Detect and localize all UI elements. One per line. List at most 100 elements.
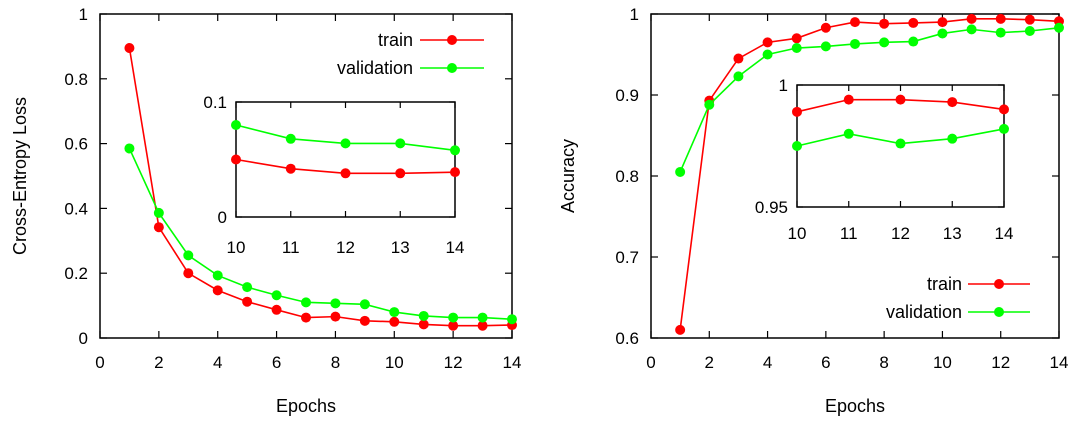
inset-chart: 10 11 12 13 14 0.95 1 [755, 76, 1014, 243]
inset-x-tick-label: 11 [840, 224, 858, 243]
data-point-train [389, 316, 400, 327]
x-tick-label: 12 [444, 353, 463, 372]
legend-label-train: train [927, 274, 962, 294]
inset-x-tick-label: 14 [995, 224, 1014, 243]
data-point-train [675, 324, 686, 335]
inset-data-point-validation [450, 145, 460, 156]
data-point-validation [995, 27, 1006, 38]
data-point-validation [183, 250, 194, 261]
data-point-validation [675, 166, 686, 177]
x-tick-label: 4 [213, 353, 222, 372]
plot-frame [99, 13, 513, 339]
x-tick-label: 2 [705, 353, 714, 372]
inset-x-tick-label: 12 [336, 238, 355, 257]
x-tick-label: 10 [385, 353, 404, 372]
inset-data-point-train [895, 94, 906, 105]
data-point-train [359, 315, 370, 326]
x-tick-label: 12 [991, 353, 1010, 372]
y-axis-title: Accuracy [558, 139, 578, 213]
data-point-validation [937, 28, 948, 39]
data-point-validation [212, 270, 223, 281]
inset-y-tick-label: 0.1 [203, 93, 227, 112]
legend-marker-train [447, 35, 457, 45]
inset-data-point-train [947, 97, 958, 108]
data-point-validation [418, 310, 429, 321]
data-point-train [301, 312, 311, 323]
inset-x-tick-label: 13 [943, 224, 962, 243]
inset-y-tick-label: 0.95 [755, 198, 788, 217]
data-point-train [183, 268, 194, 279]
y-tick-label: 0.6 [615, 329, 639, 348]
inset-frame [235, 101, 456, 218]
data-point-validation [389, 307, 400, 318]
data-point-validation [879, 37, 890, 48]
inset-data-point-validation [231, 120, 241, 130]
data-point-validation [966, 24, 977, 35]
chart-panel-0: 0 2 4 6 8 10 12 14 0 0.2 0.4 0.6 0.8 1 Epochs Cross-Ent… [10, 5, 521, 416]
data-point-train [330, 311, 341, 322]
x-tick-label: 6 [272, 353, 281, 372]
inset-data-point-train [450, 167, 460, 178]
legend-label-validation: validation [886, 302, 962, 322]
data-point-train [124, 43, 135, 54]
inset-data-point-validation [285, 133, 296, 144]
data-point-train [477, 320, 488, 331]
inset-data-point-train [999, 104, 1009, 115]
data-point-train [153, 222, 164, 233]
data-point-validation [153, 207, 164, 218]
data-point-validation [477, 312, 488, 323]
inset-data-point-train [340, 168, 351, 179]
y-tick-label: 1 [79, 5, 88, 24]
data-point-train [966, 13, 977, 24]
inset-data-point-train [792, 106, 802, 117]
data-point-validation [124, 143, 135, 154]
inset-data-point-validation [395, 138, 406, 149]
legend-label-validation: validation [337, 58, 413, 78]
data-point-train [850, 17, 860, 28]
inset-chart: 10 11 12 13 14 0 0.1 [203, 93, 464, 257]
data-point-validation [850, 38, 860, 49]
data-point-train [995, 13, 1006, 24]
legend-marker-train [994, 279, 1004, 289]
data-point-validation [448, 312, 459, 323]
x-tick-label: 14 [1050, 353, 1069, 372]
y-tick-label: 0.6 [64, 135, 88, 154]
y-tick-label: 0.9 [615, 86, 639, 105]
x-tick-label: 6 [821, 353, 830, 372]
data-point-train [937, 17, 948, 28]
inset-data-point-train [285, 163, 296, 174]
chart-panel-1: 0 2 4 6 8 10 12 140.60.70.80.91EpochsAccuracy10… [558, 5, 1068, 416]
data-point-train [418, 319, 429, 330]
y-tick-label: 0 [79, 329, 88, 348]
data-point-train [791, 33, 802, 44]
y-axis-title: Cross-Entropy Loss [10, 97, 30, 255]
legend-label-train: train [378, 30, 413, 50]
data-point-validation [507, 314, 517, 325]
data-point-validation [762, 49, 773, 60]
data-point-validation [1024, 26, 1035, 37]
data-point-validation [1054, 22, 1064, 33]
inset-y-tick-label: 0 [218, 208, 227, 227]
data-point-validation [820, 41, 831, 52]
y-tick-label: 0.2 [64, 264, 88, 283]
inset-data-point-validation [947, 133, 958, 144]
x-tick-label: 2 [154, 353, 163, 372]
x-axis-title: Epochs [276, 396, 336, 416]
x-tick-label: 0 [646, 353, 655, 372]
y-tick-label: 0.8 [64, 70, 88, 89]
legend-marker-validation [994, 307, 1004, 317]
data-point-validation [908, 36, 919, 47]
data-point-train [448, 320, 459, 331]
inset-x-tick-label: 14 [446, 238, 465, 257]
inset-data-point-validation [895, 138, 906, 149]
data-point-train [1024, 14, 1035, 25]
legend: train validation [886, 274, 1030, 322]
x-tick-label: 10 [933, 353, 952, 372]
data-point-validation [359, 299, 370, 310]
y-tick-label: 0.7 [615, 248, 639, 267]
y-tick-label: 0.8 [615, 167, 639, 186]
data-point-train [242, 296, 253, 307]
y-tick-label: 0.4 [64, 199, 88, 218]
data-point-train [762, 37, 773, 48]
